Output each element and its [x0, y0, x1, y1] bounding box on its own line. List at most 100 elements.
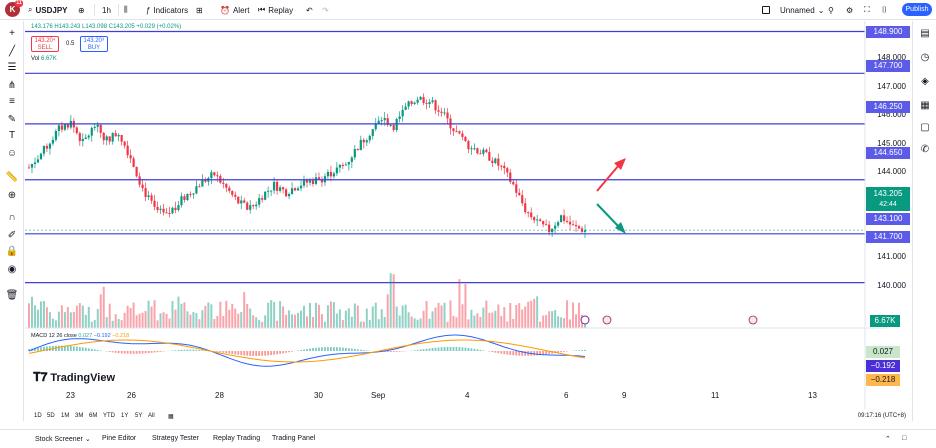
- range-button[interactable]: 5D: [47, 413, 55, 419]
- macd-histogram-bar: [189, 349, 192, 351]
- text-icon[interactable]: T: [8, 129, 16, 141]
- horizontal-lines-icon[interactable]: ☰: [7, 61, 17, 73]
- tab-strategy-tester[interactable]: Strategy Tester: [152, 435, 199, 442]
- symbol-search[interactable]: ⌕ USDJPY: [28, 4, 68, 16]
- fullscreen-button[interactable]: ⛶: [864, 4, 870, 16]
- macd-histogram-bar: [398, 351, 401, 352]
- volume-bar: [270, 300, 273, 328]
- layouts-button[interactable]: ⊞: [196, 4, 203, 16]
- go-to-date-button[interactable]: ▦: [168, 413, 174, 420]
- redo-button[interactable]: ↷: [322, 4, 329, 16]
- volume-bar: [449, 300, 452, 328]
- snapshot-button[interactable]: ⌷: [882, 4, 887, 16]
- collapse-panel-button[interactable]: ⌃: [885, 435, 891, 443]
- interval-button[interactable]: 1h: [102, 4, 111, 16]
- candle-body: [144, 188, 147, 197]
- zoom-in-icon[interactable]: ⊕: [7, 189, 17, 201]
- settings-button[interactable]: ⚙: [846, 4, 853, 16]
- indicators-button[interactable]: ƒ Indicators: [146, 4, 188, 16]
- sell-button[interactable]: 143.20⁴ SELL: [31, 36, 59, 52]
- emoji-icon[interactable]: ☺: [6, 147, 18, 159]
- trash-icon[interactable]: 🗑: [5, 289, 19, 301]
- tab-stock-screener[interactable]: Stock Screener ⌄: [35, 435, 91, 443]
- layout-name-button[interactable]: Unnamed ⌄: [762, 4, 824, 16]
- range-button[interactable]: 1M: [61, 413, 70, 419]
- volume-bar: [90, 321, 93, 328]
- candle-body: [377, 120, 380, 124]
- layers-icon[interactable]: ◈: [921, 75, 929, 87]
- alerts-clock-icon[interactable]: ◷: [920, 51, 930, 63]
- volume-bar: [377, 319, 380, 328]
- trend-line-icon[interactable]: ╱: [8, 45, 16, 57]
- candle-body: [33, 162, 37, 164]
- quick-search-button[interactable]: ⚲: [828, 4, 834, 16]
- alert-button[interactable]: ⏰ Alert: [220, 4, 249, 16]
- volume-bar: [174, 309, 177, 328]
- price-chart[interactable]: [25, 21, 887, 409]
- brush-icon[interactable]: ✎: [7, 113, 17, 125]
- news-icon[interactable]: ▦: [920, 99, 930, 111]
- replay-icon: ⏮: [258, 5, 266, 14]
- candle-body: [530, 212, 533, 218]
- macd-histogram-bar: [66, 345, 69, 351]
- buy-button[interactable]: 143.20⁹ BUY: [80, 36, 108, 52]
- candle-body: [311, 180, 315, 185]
- tradingview-logo[interactable]: 𝐓𝟕 TradingView: [33, 370, 115, 385]
- lock-icon[interactable]: 🔒: [5, 245, 19, 257]
- candle-body: [533, 217, 536, 221]
- fib-icon[interactable]: ≡: [9, 95, 15, 107]
- publish-button[interactable]: Publish: [902, 3, 932, 16]
- lock-drawing-icon[interactable]: ✐: [7, 229, 17, 241]
- macd-histogram-bar: [177, 350, 180, 351]
- range-button[interactable]: 3M: [75, 413, 84, 419]
- range-button[interactable]: 1D: [34, 413, 42, 419]
- volume-bar: [347, 308, 350, 328]
- tab-pine-editor[interactable]: Pine Editor: [102, 435, 137, 442]
- replay-label: Replay: [268, 5, 294, 15]
- current-price-tag: 143.205 42:44: [866, 187, 910, 211]
- range-button[interactable]: All: [148, 413, 155, 419]
- chevron-up-icon: ⌃: [885, 436, 891, 443]
- ideas-icon[interactable]: ✆: [920, 143, 930, 155]
- candle-body: [374, 123, 377, 130]
- range-button[interactable]: YTD: [103, 413, 115, 419]
- chart-type-button[interactable]: ⫼: [124, 4, 128, 16]
- ruler-icon[interactable]: 📏: [5, 171, 19, 183]
- watchlist-icon[interactable]: ▤: [920, 27, 930, 39]
- clock[interactable]: 09:17:16 (UTC+8): [857, 413, 906, 419]
- volume-bar: [240, 312, 243, 328]
- tab-trading-panel[interactable]: Trading Panel: [272, 435, 316, 442]
- macd-histogram-bar: [96, 349, 99, 351]
- candle-body: [320, 179, 324, 183]
- undo-button[interactable]: ↶: [306, 4, 313, 16]
- volume-bar: [413, 318, 416, 328]
- volume-bar: [249, 308, 252, 328]
- macd-histogram-bar: [234, 351, 237, 355]
- range-button[interactable]: 1Y: [121, 413, 129, 419]
- maximize-panel-button[interactable]: □: [902, 435, 906, 442]
- candle-body: [281, 187, 285, 190]
- magnifier-icon: ⚲: [828, 5, 834, 15]
- range-button[interactable]: 6M: [89, 413, 98, 419]
- magnet-icon[interactable]: ∩: [8, 211, 16, 223]
- pitchfork-icon[interactable]: ⋔: [7, 79, 17, 91]
- user-avatar[interactable]: K 11: [5, 0, 23, 17]
- crosshair-icon[interactable]: +: [9, 27, 15, 39]
- divider: [118, 4, 119, 16]
- candle-body: [440, 111, 443, 113]
- us-flag-marker: [748, 315, 758, 325]
- range-button[interactable]: 5Y: [135, 413, 143, 419]
- candle-body: [419, 96, 422, 100]
- volume-bar: [488, 312, 491, 328]
- macd-histogram-bar: [359, 349, 362, 351]
- compare-symbol-button[interactable]: ⊕: [78, 4, 85, 16]
- chat-icon[interactable]: ▢: [920, 121, 930, 133]
- eye-icon[interactable]: ◉: [7, 263, 17, 275]
- candle-body: [36, 159, 40, 163]
- macd-histogram-bar: [126, 351, 129, 354]
- candle-body: [63, 124, 66, 130]
- candle-body: [258, 198, 261, 205]
- tab-replay-trading[interactable]: Replay Trading: [213, 435, 261, 442]
- replay-button[interactable]: ⏮ Replay: [258, 4, 293, 16]
- volume-bar: [497, 304, 500, 328]
